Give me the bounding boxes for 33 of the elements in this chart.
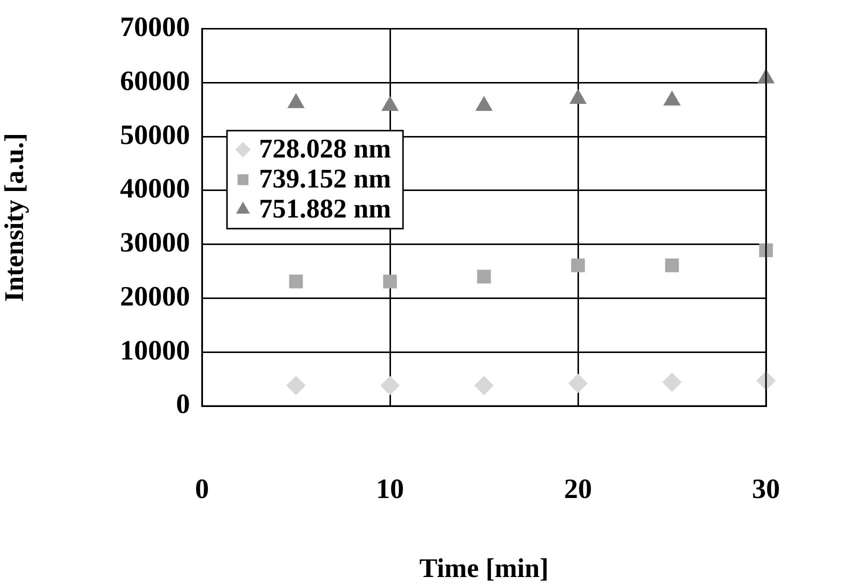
point (382, 96, 398, 111)
y-tick-label: 0 (176, 389, 190, 420)
point (568, 374, 588, 393)
point (383, 274, 397, 288)
y-tick-label: 30000 (120, 228, 190, 259)
point (286, 376, 306, 396)
point (288, 94, 304, 108)
point (759, 243, 773, 258)
y-tick-label: 10000 (120, 335, 190, 366)
legend-label: 751.882 nm (259, 194, 392, 224)
x-tick-label: 0 (195, 474, 209, 506)
y-tick-label: 50000 (120, 120, 190, 151)
point (571, 258, 585, 272)
legend-label: 739.152 nm (259, 164, 392, 194)
x-tick-label: 30 (752, 474, 780, 506)
y-tick-label: 70000 (120, 12, 190, 44)
point (665, 258, 679, 272)
y-tick-label: 40000 (120, 174, 190, 205)
x-axis-title: Time [min] (419, 552, 549, 583)
point (476, 96, 492, 111)
point (570, 89, 586, 104)
x-tick-label: 10 (376, 474, 404, 506)
y-tick-label: 20000 (120, 281, 190, 312)
legend-label: 728.028 nm (259, 134, 392, 164)
point (380, 376, 400, 396)
point (477, 270, 491, 284)
y-axis-title: Intensity [a.u.] (0, 133, 30, 302)
point (664, 90, 680, 106)
point (474, 376, 494, 396)
point (289, 274, 303, 288)
x-tick-label: 20 (564, 474, 592, 506)
point (662, 372, 682, 392)
y-tick-label: 60000 (120, 66, 190, 97)
